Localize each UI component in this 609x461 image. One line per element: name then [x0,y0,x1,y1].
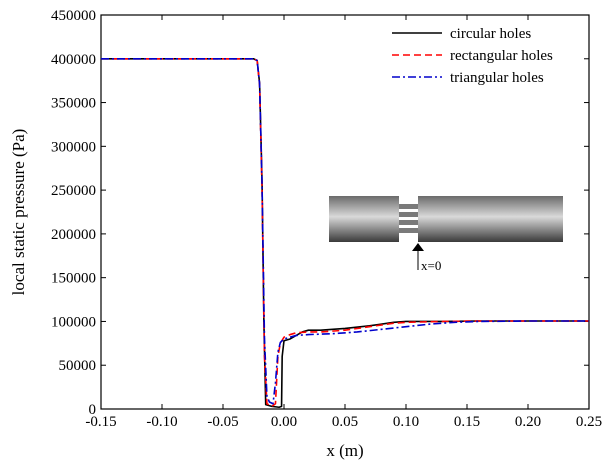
x-tick-label: -0.15 [85,414,116,430]
x-tick-label: 0.15 [454,414,480,430]
x-tick-label: -0.05 [207,414,238,430]
hole-1 [399,204,418,209]
y-tick-label: 100000 [51,314,96,330]
legend: circular holes rectangular holes triangula… [392,26,553,86]
downstream-pipe [418,196,563,242]
hole-3 [399,220,418,225]
y-tick-label: 300000 [51,139,96,155]
plot-area: -0.15 -0.10 -0.05 0.00 0.05 0.10 0.15 0.20 0.25 0… [9,8,602,460]
x-tick-label: 0.00 [271,414,297,430]
origin-annotation: x=0 [421,258,441,273]
origin-marker-triangle [412,243,424,251]
pipe-schematic-inset: x=0 [329,196,563,273]
y-axis-title: local static pressure (Pa) [9,129,28,296]
y-tick-label: 450000 [51,8,96,24]
x-tick-label: 0.20 [515,414,541,430]
hole-4 [399,228,418,233]
series-layer [101,57,589,409]
x-axis-title: x (m) [326,441,363,460]
y-tick-label: 0 [89,402,97,418]
y-tick-label: 150000 [51,271,96,287]
y-tick-label: 250000 [51,183,96,199]
legend-label: circular holes [450,26,531,42]
x-tick-label: 0.05 [332,414,358,430]
legend-label: triangular holes [450,70,544,86]
x-tick-label: 0.10 [393,414,419,430]
y-tick-label: 200000 [51,227,96,243]
upstream-pipe [329,196,399,242]
x-tick-label: 0.25 [576,414,602,430]
y-tick-label: 400000 [51,52,96,68]
y-tick-label: 50000 [59,358,97,374]
legend-label: rectangular holes [450,48,553,64]
y-tick-label: 350000 [51,96,96,112]
x-tick-label: -0.10 [146,414,177,430]
hole-2 [399,212,418,217]
